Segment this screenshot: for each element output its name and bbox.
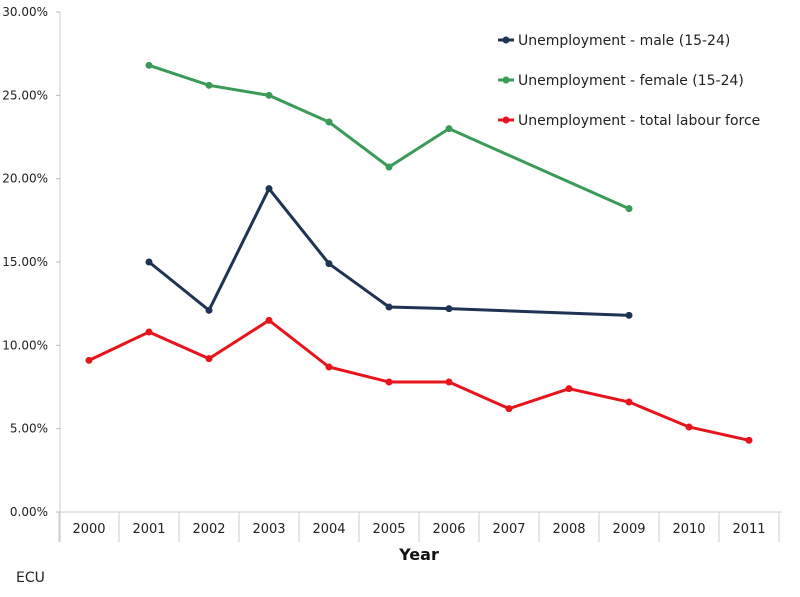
data-point	[265, 185, 273, 193]
series-line	[88, 318, 750, 442]
axes: 0.00% 5.00% 10.00% 15.00% 20.00% 25.00% 30.00%…	[2, 5, 782, 542]
x-tick-label: 2011	[732, 522, 765, 537]
y-tick-label: 20.00%	[2, 172, 48, 186]
y-tick-label: 30.00%	[2, 5, 48, 19]
legend-swatch-marker	[502, 116, 510, 124]
data-point	[685, 423, 693, 431]
y-tick-label: 15.00%	[2, 255, 48, 269]
legend-label: Unemployment - total labour force	[518, 113, 760, 129]
x-tick-label: 2004	[312, 522, 345, 537]
x-axis-title: Year	[398, 545, 439, 564]
data-point	[145, 328, 153, 336]
data-point	[265, 316, 273, 324]
data-point	[445, 125, 453, 133]
data-point	[445, 305, 453, 313]
y-tick-label: 25.00%	[2, 88, 48, 102]
legend-swatch-marker	[502, 36, 510, 44]
data-point	[205, 81, 213, 89]
legend-swatch-marker	[502, 76, 510, 84]
data-point	[565, 385, 573, 393]
data-point	[145, 61, 153, 69]
legend-item: Unemployment - total labour force	[498, 113, 760, 129]
data-point	[325, 363, 333, 371]
x-tick-label: 2008	[552, 522, 585, 537]
x-tick-label: 2007	[492, 522, 525, 537]
series-1	[145, 185, 633, 319]
y-tick-label: 5.00%	[10, 422, 48, 436]
x-tick-label: 2000	[72, 522, 105, 537]
legend-label: Unemployment - female (15-24)	[518, 73, 744, 89]
data-point	[145, 258, 153, 266]
data-point	[745, 436, 753, 444]
series-2	[145, 61, 633, 213]
x-tick-label: 2009	[612, 522, 645, 537]
x-tick-label: 2005	[372, 522, 405, 537]
x-tick-label: 2001	[132, 522, 165, 537]
legend-item: Unemployment - female (15-24)	[498, 73, 744, 89]
data-point	[385, 378, 393, 386]
series-3	[85, 316, 753, 444]
x-tick-label: 2003	[252, 522, 285, 537]
source-label: ECU	[16, 570, 45, 586]
x-tick-label: 2010	[672, 522, 705, 537]
legend: Unemployment - male (15-24) Unemployment …	[498, 33, 760, 129]
data-point	[625, 205, 633, 213]
data-point	[445, 378, 453, 386]
data-point	[505, 405, 513, 413]
data-point	[325, 118, 333, 126]
legend-item: Unemployment - male (15-24)	[498, 33, 730, 49]
x-tick-label: 2006	[432, 522, 465, 537]
data-point	[625, 398, 633, 406]
data-point	[85, 356, 93, 364]
data-point	[205, 306, 213, 314]
data-point	[625, 311, 633, 319]
data-point	[325, 260, 333, 268]
data-point	[265, 91, 273, 99]
y-tick-label: 0.00%	[10, 505, 48, 519]
data-point	[205, 355, 213, 363]
x-tick-label: 2002	[192, 522, 225, 537]
data-point	[385, 163, 393, 171]
y-tick-label: 10.00%	[2, 338, 48, 352]
series-layer	[85, 61, 753, 444]
legend-label: Unemployment - male (15-24)	[518, 33, 730, 49]
data-point	[385, 303, 393, 311]
series-line	[148, 185, 630, 317]
